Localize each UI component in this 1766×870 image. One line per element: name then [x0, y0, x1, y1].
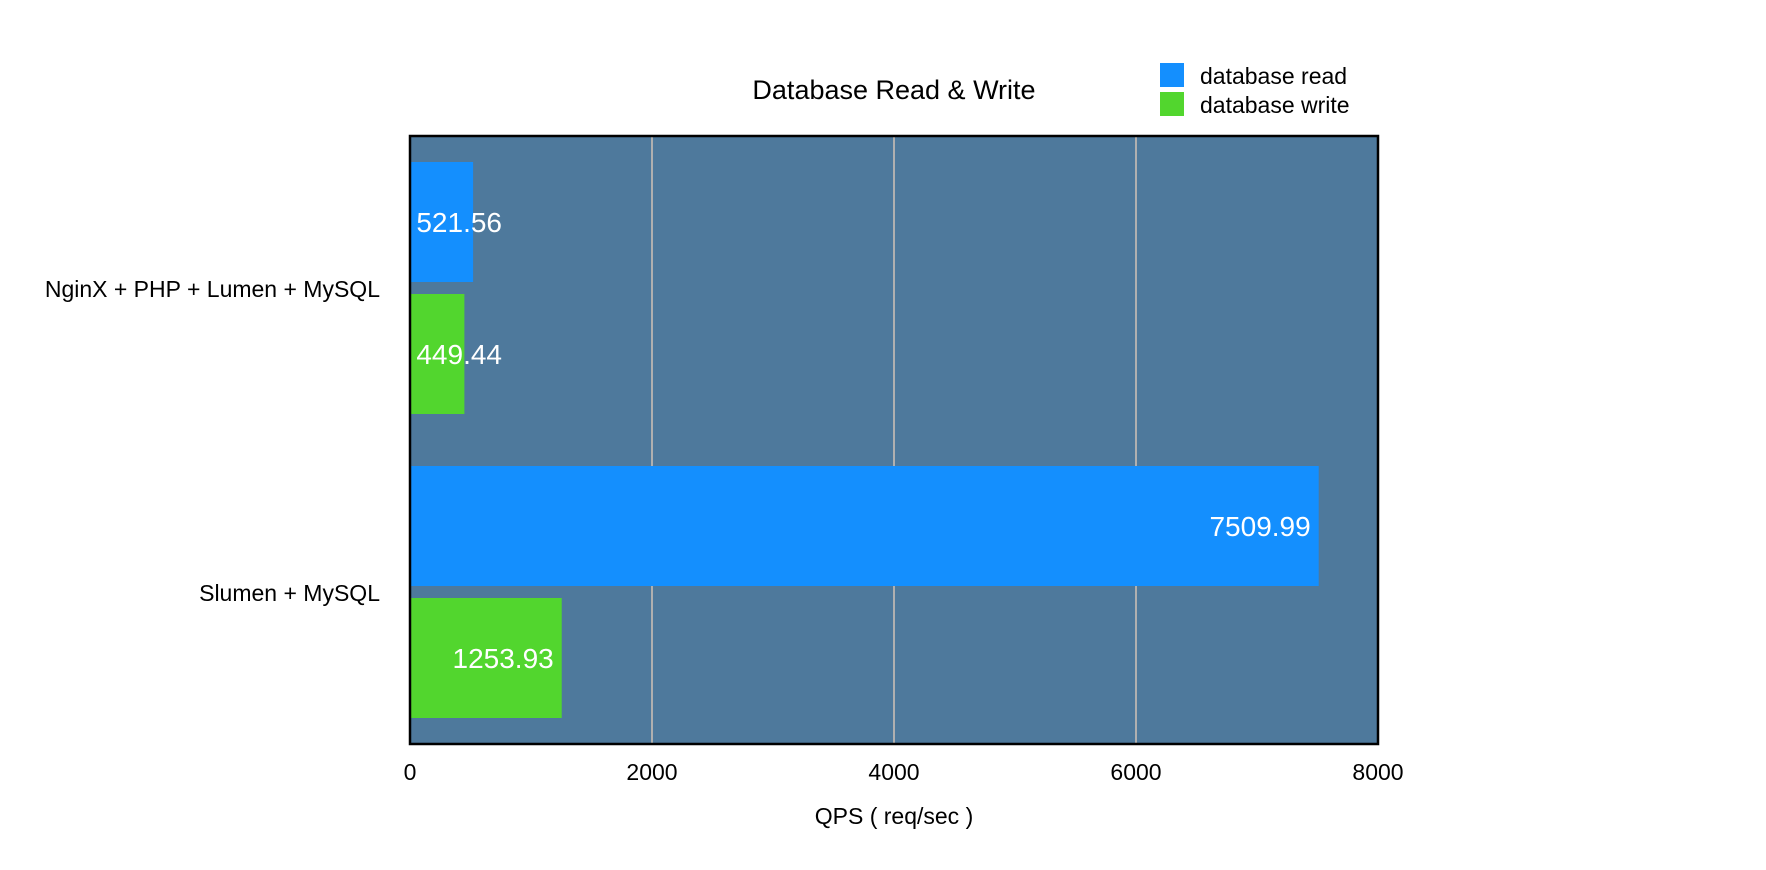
- x-tick-label: 4000: [868, 759, 919, 785]
- x-tick-label: 8000: [1352, 759, 1403, 785]
- legend: database read database write: [1160, 63, 1350, 118]
- legend-label-read: database read: [1200, 63, 1347, 89]
- bar: [410, 466, 1319, 586]
- chart-title: Database Read & Write: [752, 75, 1035, 105]
- gridlines: [651, 136, 1137, 744]
- bars: [410, 162, 1319, 718]
- plot-border: [408, 134, 1380, 746]
- bar: [410, 162, 474, 282]
- bar-value-label: 449.44: [416, 339, 502, 370]
- data-labels: 521.56 449.44 7509.99 1253.93: [416, 207, 1310, 674]
- x-tick-labels: 0 2000 4000 6000 8000: [404, 759, 1404, 785]
- x-axis-label: QPS ( req/sec ): [815, 803, 973, 829]
- x-tick-label: 6000: [1110, 759, 1161, 785]
- bar-value-label: 521.56: [416, 207, 502, 238]
- legend-swatch-write: [1160, 92, 1184, 116]
- bar-value-label: 1253.93: [453, 643, 554, 674]
- legend-label-write: database write: [1200, 92, 1350, 118]
- x-tick-label: 0: [404, 759, 417, 785]
- category-label: Slumen + MySQL: [199, 580, 380, 606]
- x-tick-label: 2000: [626, 759, 677, 785]
- category-labels: NginX + PHP + Lumen + MySQL Slumen + MyS…: [45, 276, 380, 606]
- category-label: NginX + PHP + Lumen + MySQL: [45, 276, 380, 302]
- bar: [410, 294, 465, 414]
- bar: [410, 598, 562, 718]
- bar-value-label: 7509.99: [1209, 511, 1310, 542]
- legend-swatch-read: [1160, 63, 1184, 87]
